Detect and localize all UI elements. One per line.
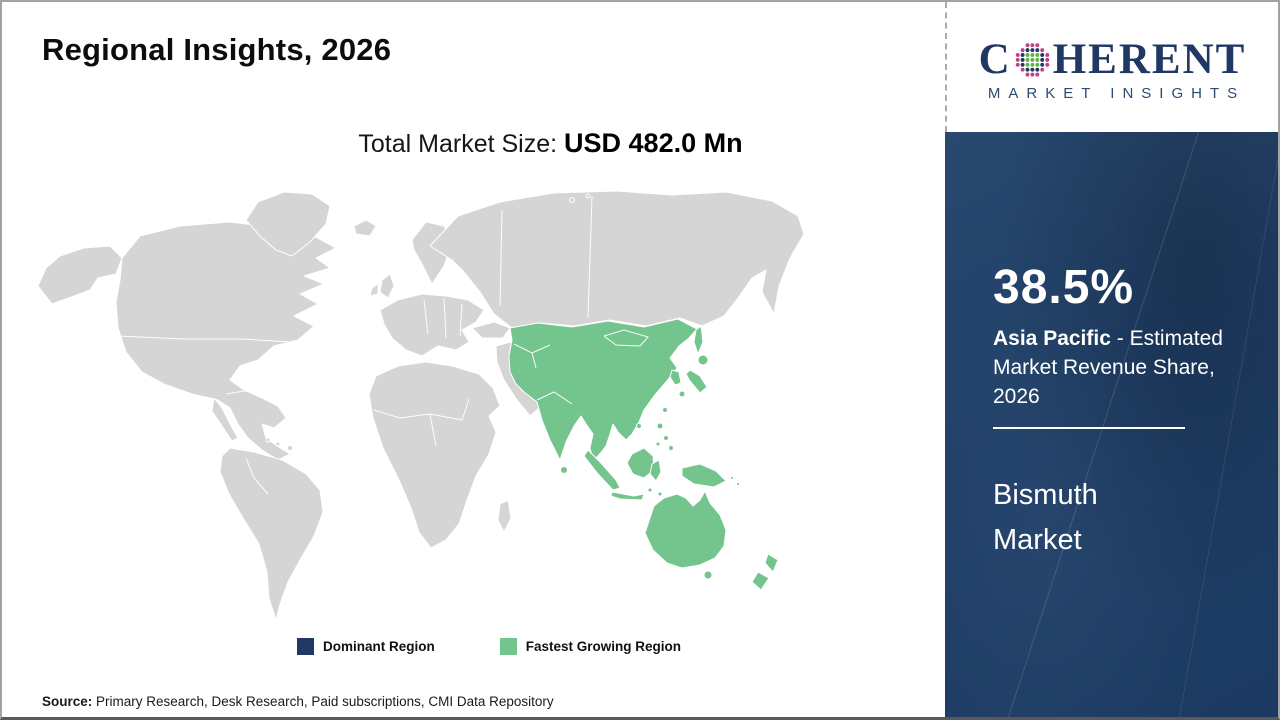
world-map xyxy=(32,188,812,625)
dominant-region-label: Dominant Region xyxy=(323,639,435,654)
brand-tagline: MARKET INSIGHTS xyxy=(987,85,1246,102)
continent-africa xyxy=(368,361,512,549)
russia xyxy=(429,190,805,329)
continent-south-america xyxy=(219,447,324,621)
fastest-growing-region-swatch xyxy=(499,638,517,655)
fastest-growing-region-label: Fastest Growing Region xyxy=(525,639,682,654)
brand-word-end: HERENT xyxy=(1052,36,1247,83)
brand-wordmark: C xyxy=(979,38,1247,81)
total-market-size-value: USD 482.0 Mn xyxy=(564,128,743,158)
total-market-size: Total Market Size: USD 482.0 Mn xyxy=(2,128,949,159)
dominant-region-swatch xyxy=(297,638,314,655)
region-asia-pacific xyxy=(508,318,779,591)
market-name: Bismuth Market xyxy=(993,479,1098,557)
highlight-sidebar: 38.5% Asia Pacific - Estimated Market Re… xyxy=(945,132,1278,717)
brand-logo: C xyxy=(945,2,1278,132)
market-share-value: 38.5% xyxy=(993,261,1135,314)
market-share-description: Asia Pacific - Estimated Market Revenue … xyxy=(993,325,1238,411)
market-share-rest: - Estimated Market Revenue Share, 2026 xyxy=(993,327,1223,408)
brand-word-start: C xyxy=(978,36,1012,83)
total-market-size-label: Total Market Size: xyxy=(358,130,565,158)
source-text: Primary Research, Desk Research, Paid su… xyxy=(92,694,554,709)
map-legend: Dominant Region Fastest Growing Region xyxy=(297,638,681,655)
continent-north-america xyxy=(37,221,337,461)
source-label: Source: xyxy=(42,694,93,709)
greenland-iceland xyxy=(245,191,377,257)
world-map-svg xyxy=(37,190,805,621)
source-note: Source: Primary Research, Desk Research,… xyxy=(42,694,554,709)
market-share-region: Asia Pacific xyxy=(993,327,1111,350)
page-title: Regional Insights, 2026 xyxy=(42,32,392,67)
legend-item-dominant: Dominant Region xyxy=(297,638,435,655)
legend-item-fastest-growing: Fastest Growing Region xyxy=(499,638,682,655)
sidebar-divider xyxy=(993,427,1185,430)
dotted-globe-icon xyxy=(1015,43,1049,77)
